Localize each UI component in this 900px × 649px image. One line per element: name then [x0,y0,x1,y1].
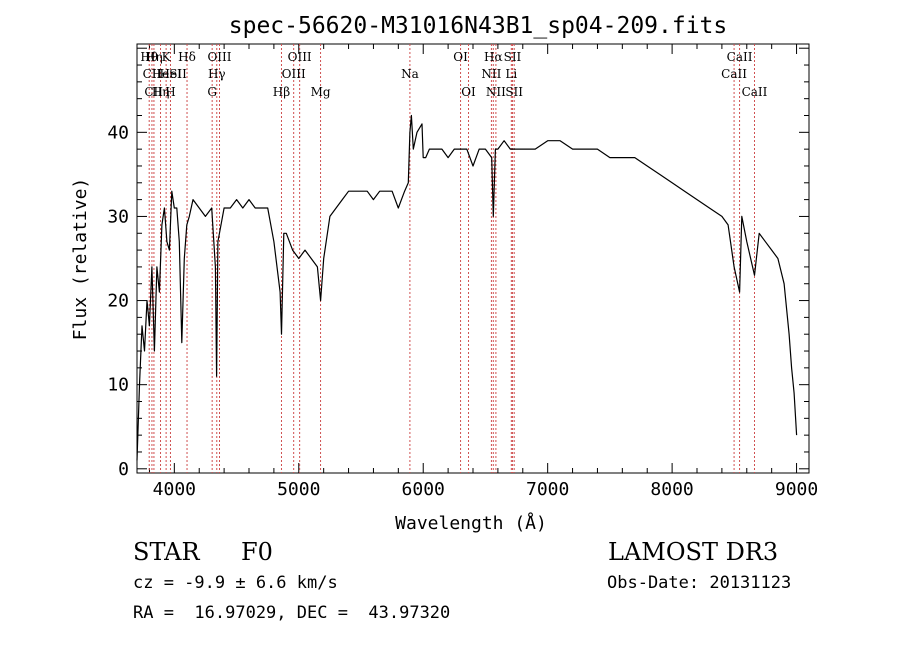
x-tick-label: 8000 [650,479,693,500]
line-annotation: H [165,85,175,99]
line-annotation: CII [144,85,163,99]
line-annotation: Hβ [273,85,290,99]
line-annotation: G [207,85,217,99]
chart-title: spec-56620-M31016N43B1_sp04-209.fits [229,13,728,39]
line-annotation: OI [453,50,468,64]
line-annotation: OIII [207,50,231,64]
line-annotation: Mg [311,85,331,99]
line-annotation: Hη [145,50,163,64]
line-annotation: NII [486,85,506,99]
observation-date: Obs-Date: 20131123 [607,573,792,593]
x-tick-label: 7000 [526,479,569,500]
x-tick-label: 9000 [775,479,818,500]
line-annotation: OIII [288,50,312,64]
y-tick-label: 30 [107,206,129,227]
line-annotation: He [152,67,170,81]
line-annotation: NII [481,67,501,81]
line-annotation: CaII [742,85,768,99]
y-tick-label: 40 [107,122,129,143]
line-annotation: OI [461,85,476,99]
plot-area: 4000 5000 6000 7000 8000 9000 0 10 20 30 40 Hθ CII CI… [107,43,818,500]
spectrum-line [136,114,798,461]
line-annotation: SII [505,85,523,99]
x-tick-label: 5000 [277,479,320,500]
plot-frame [136,43,810,474]
x-axis-label: Wavelength (Å) [395,512,547,534]
object-class: STAR [133,538,200,566]
line-annotation: Hδ [178,50,196,64]
y-axis-label: Flux (relative) [70,178,91,341]
line-annotation: Hγ [208,67,226,81]
line-annotation: K [162,50,172,64]
line-annotation: OIII [282,67,306,81]
object-subclass: F0 [241,538,273,566]
x-tick-label: 6000 [402,479,445,500]
line-annotation: CaII [721,67,747,81]
line-annotation: SII [504,50,522,64]
y-tick-label: 20 [107,291,129,312]
line-annotation: Hθ [140,50,158,64]
line-annotation: Hα [484,50,503,64]
line-annotation: Hη [152,85,170,99]
line-annotation: HeI [159,67,182,81]
line-annotation: Na [401,67,419,81]
line-annotation: SII [169,67,187,81]
line-annotation: CII [143,67,162,81]
line-annotation: CaII [727,50,753,64]
y-tick-label: 0 [118,459,129,480]
line-annotation: Li [505,67,517,81]
x-tick-label: 4000 [153,479,196,500]
redshift-velocity: cz = -9.9 ± 6.6 km/s [133,573,338,593]
coordinates: RA = 16.97029, DEC = 43.97320 [133,603,451,623]
survey-name: LAMOST DR3 [608,538,779,566]
y-tick-label: 10 [107,375,129,396]
